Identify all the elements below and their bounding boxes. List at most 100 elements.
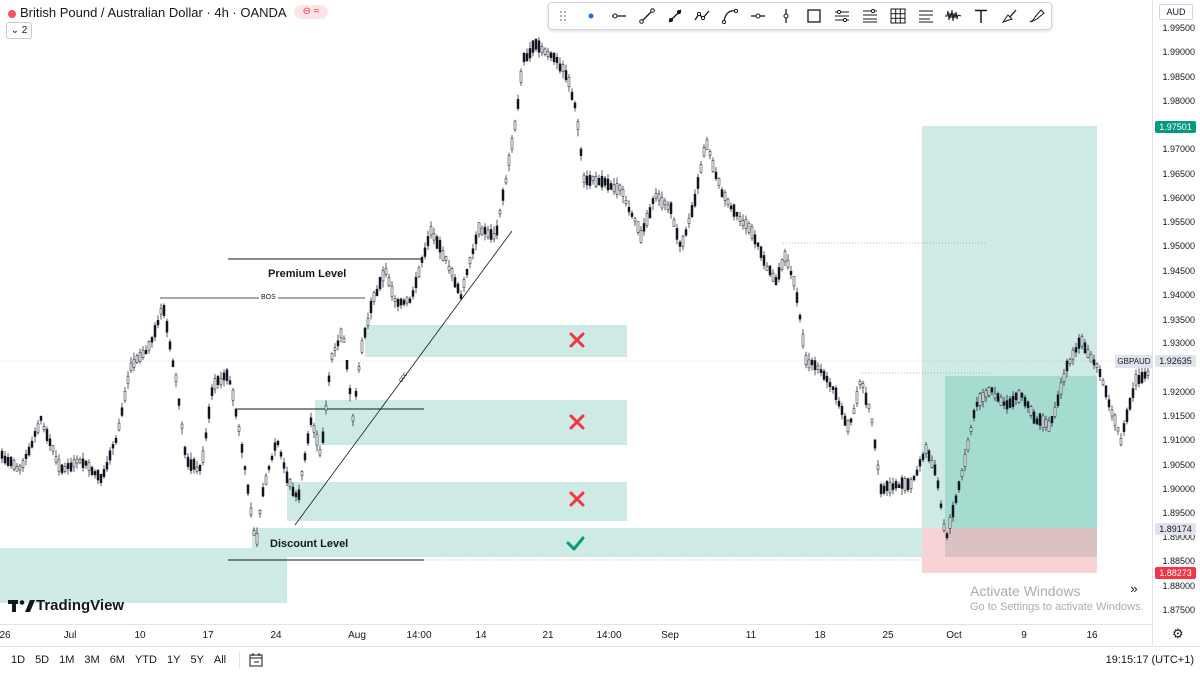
candle-body (366, 317, 370, 326)
time-label: 10 (134, 630, 146, 641)
rectangle-icon[interactable] (800, 3, 828, 29)
clock-display[interactable]: 19:15:17 (UTC+1) (1105, 654, 1194, 666)
brush-icon[interactable] (995, 3, 1023, 29)
candle-body (870, 418, 874, 423)
candle-body (744, 219, 748, 229)
time-axis[interactable]: 26 Jul 10 17 24 Aug 14:00 14 21 14:00 Sep 11 18 25 Oct… (0, 624, 1152, 645)
candle-body (624, 200, 628, 204)
dot-icon[interactable] (577, 3, 605, 29)
trend-line-icon[interactable] (633, 3, 661, 29)
candle-body (72, 459, 76, 468)
candle-body (807, 359, 811, 369)
range-button-3m[interactable]: 3M (84, 654, 100, 666)
candle-body (1032, 411, 1036, 424)
candle-body (117, 422, 121, 431)
candle-body (381, 270, 385, 282)
indicators-toggle[interactable]: ⌄ 2 (6, 22, 32, 39)
lines-icon[interactable] (912, 3, 940, 29)
support-zone-low[interactable] (0, 548, 287, 603)
curve-icon[interactable] (716, 3, 744, 29)
price-label: 1.91000 (1162, 435, 1195, 445)
candle-body (12, 459, 16, 470)
candle-body (768, 265, 772, 276)
calendar-range-icon[interactable] (248, 652, 264, 668)
time-label: 14:00 (406, 630, 432, 641)
candle-body (453, 277, 457, 288)
range-button-1d[interactable]: 1D (11, 654, 26, 666)
range-button-5y[interactable]: 5Y (190, 654, 204, 666)
price-label: 1.88000 (1162, 581, 1195, 591)
candle-body (147, 340, 151, 351)
price-scale[interactable]: AUD 1.99500 1.99000 1.98500 1.98000 1.97000 1… (1152, 0, 1200, 652)
candle-body (540, 46, 544, 53)
range-button-5d[interactable]: 5D (35, 654, 50, 666)
symbol-legend[interactable]: British Pound / Australian Dollar · 4h ·… (8, 5, 287, 20)
scroll-right-icon[interactable]: » (1124, 580, 1144, 598)
discount-zone[interactable] (252, 528, 922, 557)
chart-canvas[interactable] (0, 0, 1152, 624)
candle-body (825, 375, 829, 383)
arrow-line-icon[interactable] (661, 3, 689, 29)
candlestick-series (0, 36, 1150, 547)
parallel-channel-icon[interactable] (828, 3, 856, 29)
candle-body (87, 462, 91, 471)
legend-status-pill[interactable]: ⊖ ≈ (294, 5, 328, 19)
range-button-1y[interactable]: 1Y (166, 654, 181, 666)
candle-body (867, 403, 871, 409)
candle-body (255, 533, 259, 545)
candle-body (951, 504, 955, 518)
time-label: 21 (542, 630, 554, 641)
fib-retracement-icon[interactable] (856, 3, 884, 29)
candle-body (66, 462, 70, 469)
candle-body (1047, 420, 1051, 432)
highlighter-icon[interactable] (1023, 3, 1051, 29)
settings-gear-icon[interactable]: ⚙ (1172, 626, 1184, 641)
range-button-6m[interactable]: 6M (109, 654, 125, 666)
loss-area-filled (945, 528, 1097, 557)
candle-body (699, 164, 703, 173)
premium-zone[interactable] (365, 325, 627, 357)
candle-body (1095, 363, 1099, 368)
pitchfork-icon[interactable] (939, 3, 967, 29)
horizontal-ray-icon[interactable] (605, 3, 633, 29)
candle-body (1017, 390, 1021, 403)
lower-zone[interactable] (287, 482, 627, 521)
candle-body (636, 221, 640, 233)
trend-line[interactable] (294, 230, 513, 526)
currency-button[interactable]: AUD (1159, 4, 1193, 20)
candle-body (1068, 359, 1072, 364)
candle-body (516, 99, 520, 109)
symbol-price-tag: GBPAUD (1115, 355, 1153, 368)
candle-body (78, 459, 82, 464)
candle-body (810, 359, 814, 366)
path-icon[interactable] (688, 3, 716, 29)
candle-body (399, 298, 403, 306)
range-button-all[interactable]: All (213, 654, 227, 666)
candle-body (678, 241, 682, 247)
candle-body (741, 220, 745, 226)
range-button-1m[interactable]: 1M (59, 654, 75, 666)
price-label: 1.93500 (1162, 315, 1195, 325)
range-button-ytd[interactable]: YTD (134, 654, 157, 666)
vertical-line-icon[interactable] (772, 3, 800, 29)
price-label: 1.88500 (1162, 556, 1195, 566)
candle-body (342, 338, 346, 343)
candle-body (330, 352, 334, 360)
candle-body (480, 227, 484, 236)
drag-handle-icon[interactable] (549, 3, 577, 29)
candle-body (81, 458, 85, 469)
horizontal-line-icon[interactable] (744, 3, 772, 29)
candle-body (54, 456, 58, 463)
candle-body (816, 365, 820, 370)
candle-body (159, 308, 163, 315)
candle-body (321, 431, 325, 443)
candle-body (972, 409, 976, 419)
tradingview-logo[interactable]: TradingView (8, 597, 124, 614)
candle-body (306, 433, 310, 444)
grid-icon[interactable] (884, 3, 912, 29)
price-label: 1.98000 (1162, 96, 1195, 106)
candle-body (723, 191, 727, 201)
text-icon[interactable] (967, 3, 995, 29)
time-label: Jul (63, 630, 77, 641)
middle-zone[interactable] (315, 400, 627, 445)
